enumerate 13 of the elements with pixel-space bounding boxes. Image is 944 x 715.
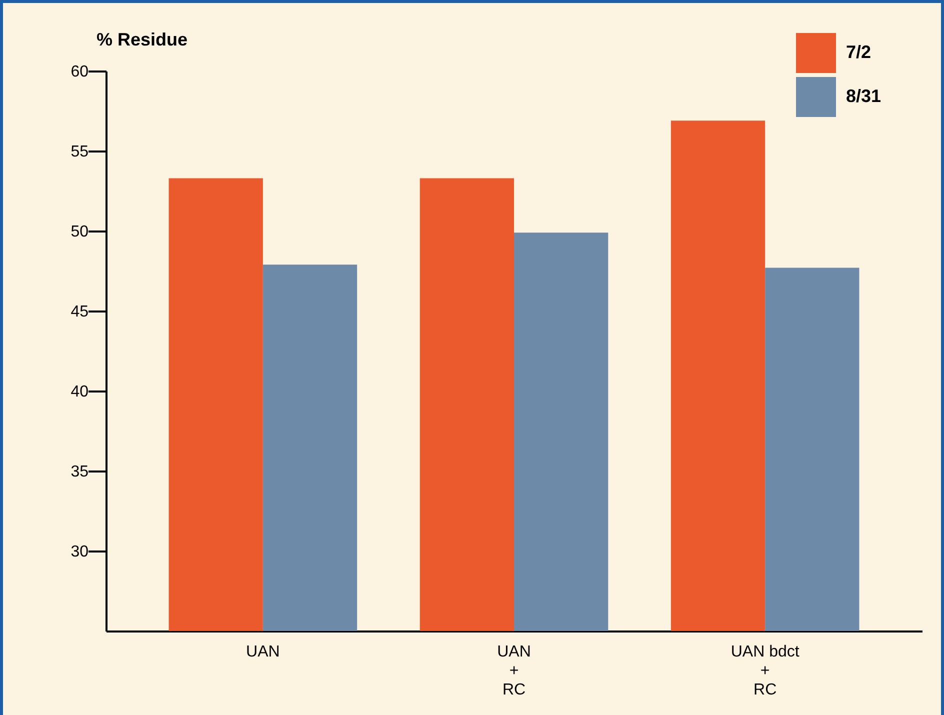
y-tick-label: 50	[70, 224, 89, 240]
y-tick-label: 30	[70, 544, 89, 560]
y-tick-label: 40	[70, 384, 89, 400]
y-tick-label: 35	[70, 464, 89, 480]
y-tick-label: 45	[70, 304, 89, 320]
legend-label: 8/31	[846, 86, 882, 106]
y-tick-label: 55	[70, 144, 89, 160]
x-tick-label: UAN	[246, 644, 280, 660]
x-tick-label: UAN + RC	[497, 644, 531, 698]
y-axis-title: % Residue	[96, 30, 188, 50]
x-tick-label: UAN bdct + RC	[730, 644, 800, 698]
legend-label: 7/2	[846, 42, 872, 62]
y-tick-label: 60	[70, 64, 89, 80]
